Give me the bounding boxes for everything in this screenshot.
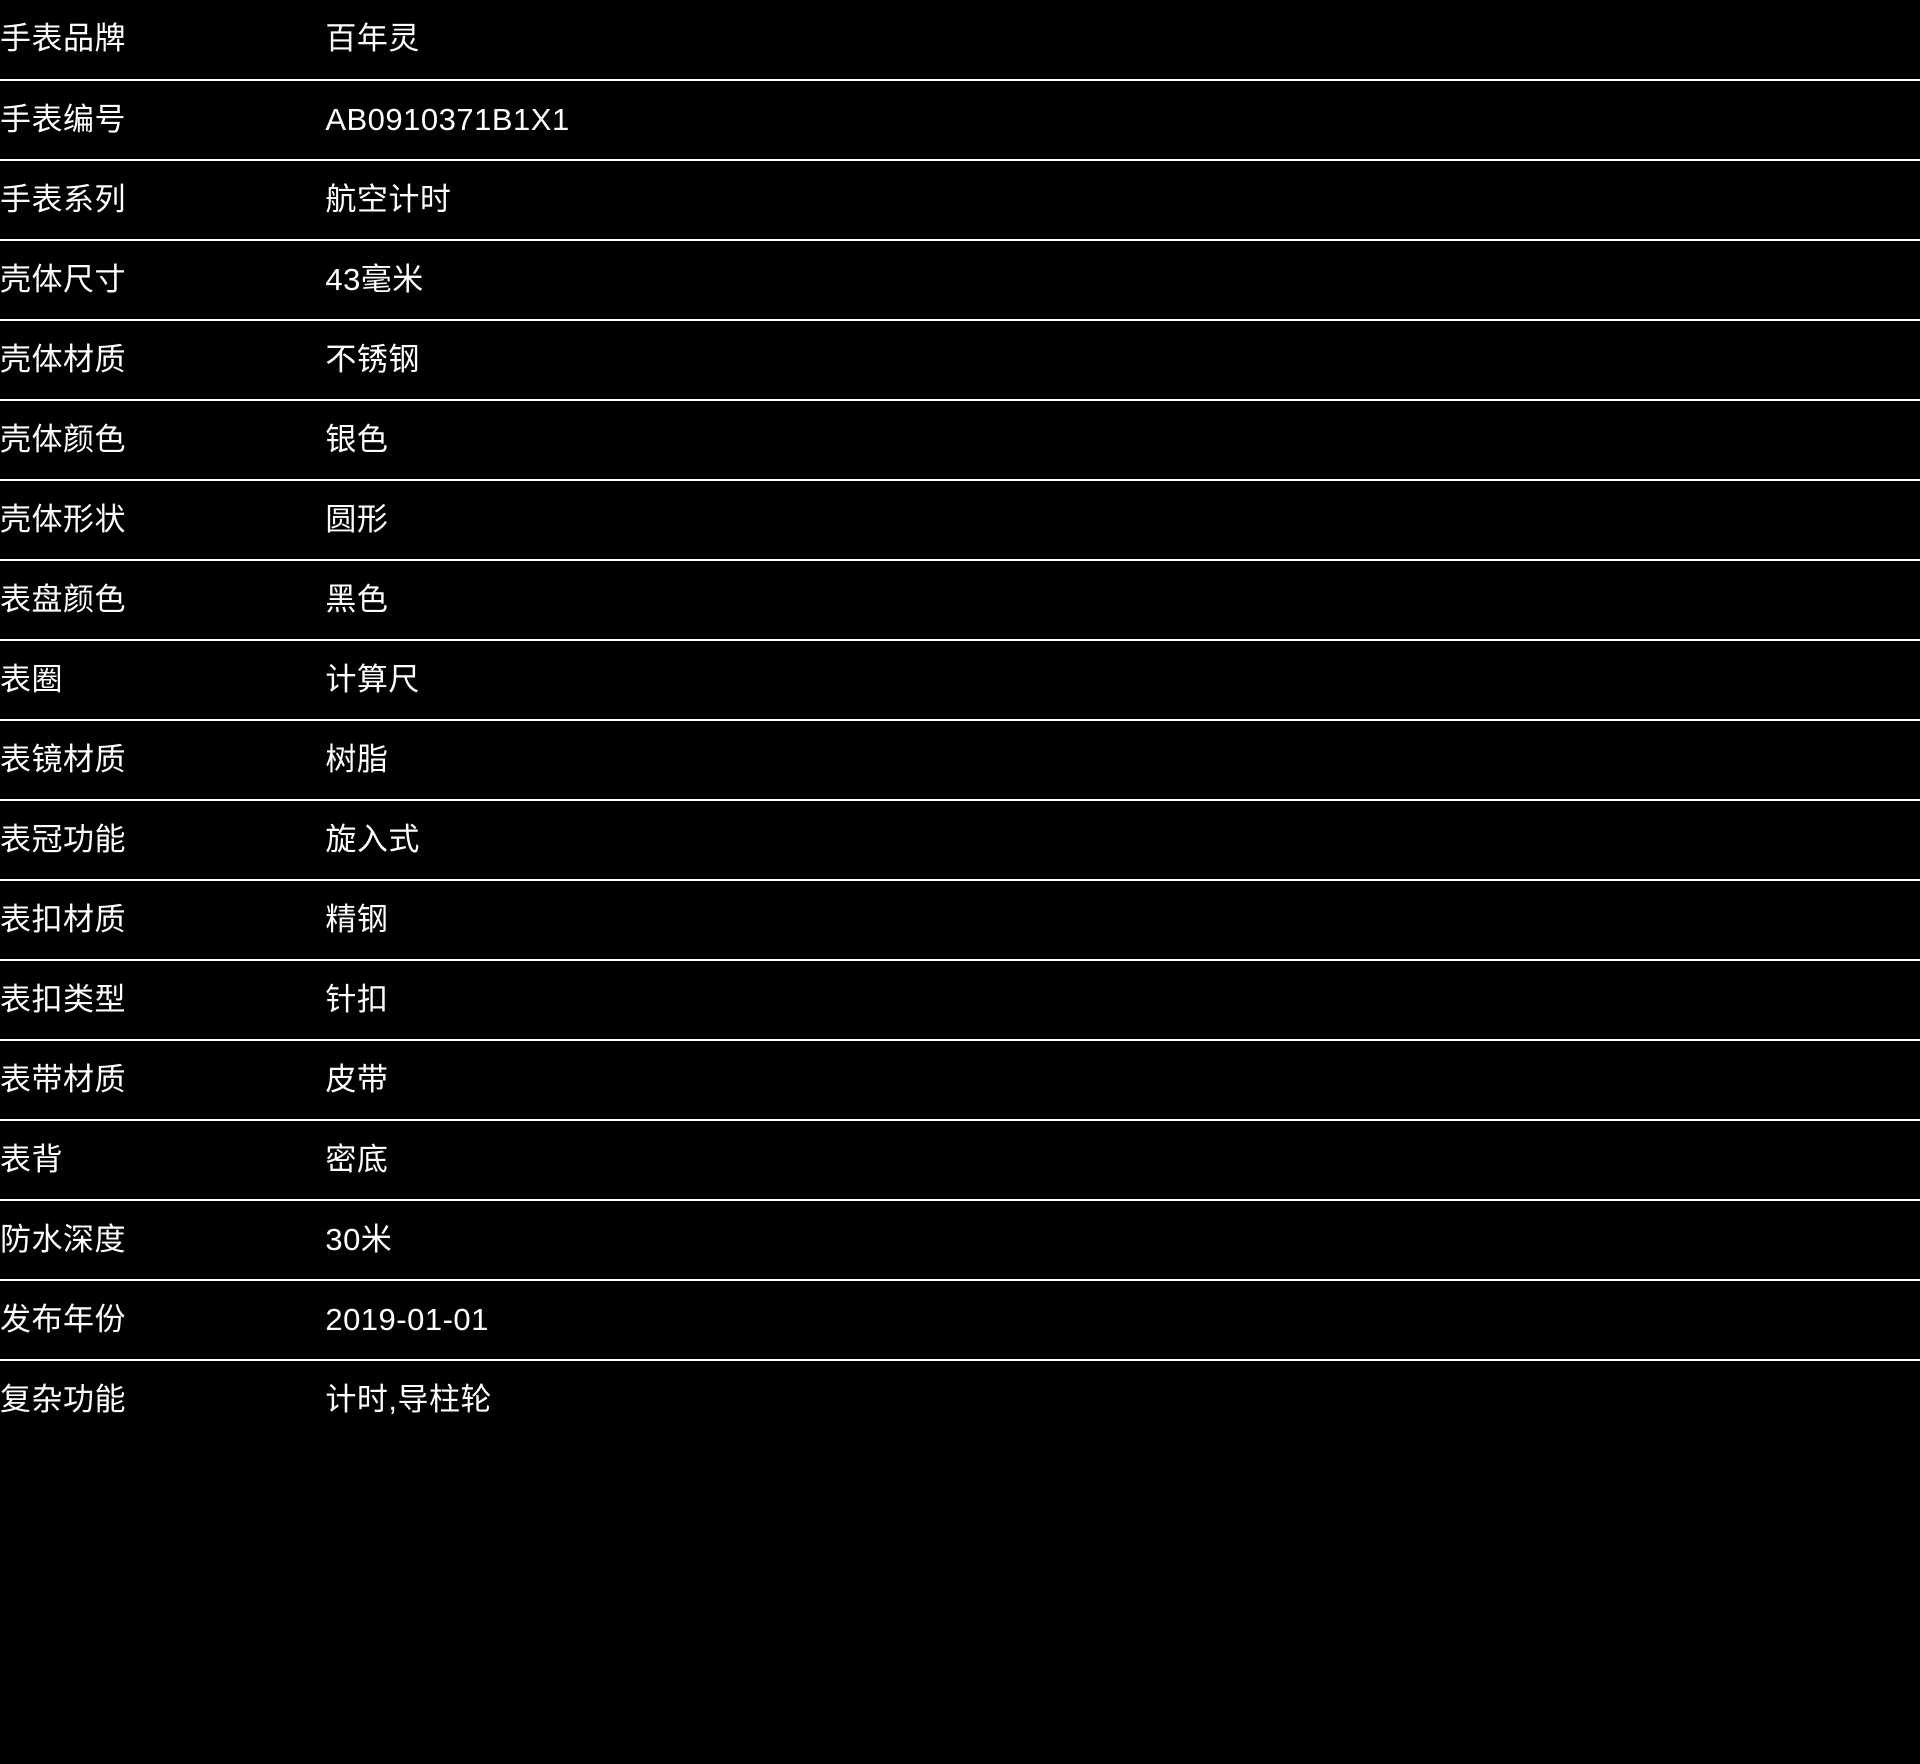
spec-value: 黑色 (325, 560, 1920, 641)
spec-label: 表带材质 (0, 1040, 326, 1121)
spec-label: 手表品牌 (0, 0, 326, 81)
spec-value: 密底 (325, 1120, 1920, 1201)
spec-label: 壳体尺寸 (0, 240, 326, 321)
table-row: 壳体尺寸 43毫米 (0, 240, 1920, 321)
spec-value: 2019-01-01 (325, 1280, 1920, 1361)
spec-value: 针扣 (325, 960, 1920, 1041)
table-row: 表盘颜色 黑色 (0, 560, 1920, 641)
spec-value: 精钢 (325, 880, 1920, 961)
table-row: 表扣类型 针扣 (0, 960, 1920, 1041)
spec-label: 壳体颜色 (0, 400, 326, 481)
spec-value: AB0910371B1X1 (325, 80, 1920, 161)
table-row: 壳体形状 圆形 (0, 480, 1920, 561)
table-row: 表圈 计算尺 (0, 640, 1920, 721)
spec-value: 旋入式 (325, 800, 1920, 881)
spec-value: 航空计时 (325, 160, 1920, 241)
spec-value: 银色 (325, 400, 1920, 481)
spec-label: 发布年份 (0, 1280, 326, 1361)
spec-value: 圆形 (325, 480, 1920, 561)
spec-value: 不锈钢 (325, 320, 1920, 401)
spec-value: 树脂 (325, 720, 1920, 801)
table-row: 手表系列 航空计时 (0, 160, 1920, 241)
spec-label: 防水深度 (0, 1200, 326, 1281)
spec-label: 表冠功能 (0, 800, 326, 881)
table-row: 表扣材质 精钢 (0, 880, 1920, 961)
spec-label: 壳体材质 (0, 320, 326, 401)
spec-value: 皮带 (325, 1040, 1920, 1121)
table-row: 防水深度 30米 (0, 1200, 1920, 1281)
spec-value: 30米 (325, 1200, 1920, 1281)
spec-label: 表扣类型 (0, 960, 326, 1041)
spec-label: 手表编号 (0, 80, 326, 161)
watch-specification-table: 手表品牌 百年灵 手表编号 AB0910371B1X1 手表系列 航空计时 壳体尺寸 43毫米… (0, 0, 1920, 1440)
spec-value: 计时,导柱轮 (325, 1382, 492, 1418)
table-row: 手表编号 AB0910371B1X1 (0, 80, 1920, 161)
spec-value: 百年灵 (325, 0, 1920, 81)
spec-label: 壳体形状 (0, 480, 326, 561)
table-row: 壳体颜色 银色 (0, 400, 1920, 481)
table-row: 壳体材质 不锈钢 (0, 320, 1920, 401)
table-row: 表背 密底 (0, 1120, 1920, 1201)
table-row: 表冠功能 旋入式 (0, 800, 1920, 881)
spec-label: 复杂功能 (0, 1382, 126, 1418)
table-row: 表镜材质 树脂 (0, 720, 1920, 801)
spec-label: 表圈 (0, 640, 326, 721)
spec-label: 表盘颜色 (0, 560, 326, 641)
table-row: 复杂功能 计时,导柱轮 (0, 1360, 1920, 1440)
spec-label: 表镜材质 (0, 720, 326, 801)
spec-label: 表背 (0, 1120, 326, 1201)
table-row: 表带材质 皮带 (0, 1040, 1920, 1121)
spec-table-body: 手表品牌 百年灵 手表编号 AB0910371B1X1 手表系列 航空计时 壳体尺寸 43毫米… (0, 0, 1920, 1440)
spec-label: 手表系列 (0, 160, 326, 241)
table-row: 发布年份 2019-01-01 (0, 1280, 1920, 1361)
spec-value: 计算尺 (325, 640, 1920, 721)
spec-label: 表扣材质 (0, 880, 326, 961)
table-row: 手表品牌 百年灵 (0, 0, 1920, 81)
spec-value: 43毫米 (325, 240, 1920, 321)
